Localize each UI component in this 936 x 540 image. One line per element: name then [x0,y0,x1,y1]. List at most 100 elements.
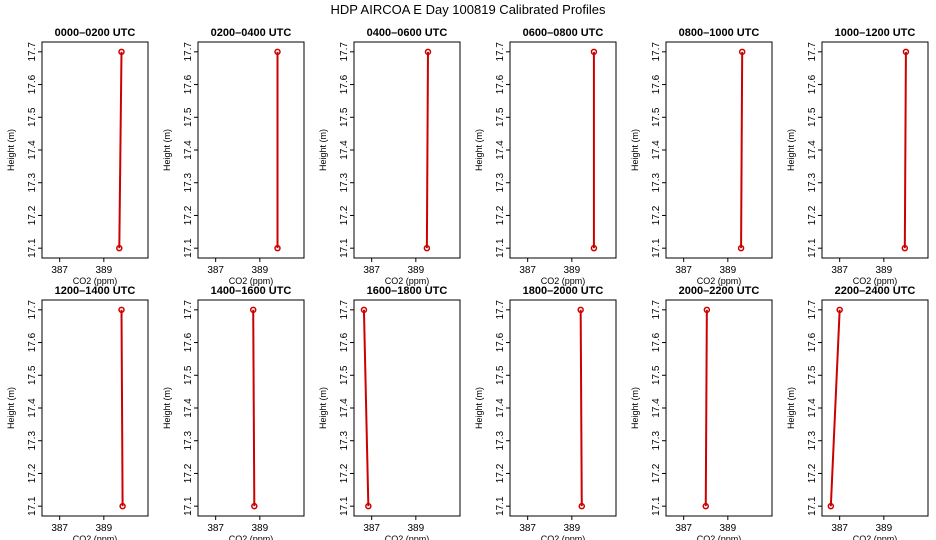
y-tick-label: 17.5 [495,365,506,385]
x-axis-label: CO2 (ppm) [229,276,274,286]
y-tick-label: 17.7 [183,42,194,62]
profile-point [251,502,258,510]
x-tick-label: 387 [831,265,848,276]
panel: 0600–0800 UTC 17.1 17.2 17.3 17.4 17.5 17.6 17.… [474,27,617,286]
x-axis-label: CO2 (ppm) [697,276,742,286]
profile-point [249,306,257,314]
x-axis-label: CO2 (ppm) [385,276,430,286]
panel: 1800–2000 UTC 17.1 17.2 17.3 17.4 17.5 17.6 17.… [474,285,617,540]
profile-point [118,306,125,314]
y-tick-label: 17.5 [27,107,38,127]
x-tick-label: 389 [719,523,736,534]
y-tick-label: 17.2 [339,463,350,483]
y-tick-label: 17.6 [27,332,38,352]
y-tick-label: 17.1 [807,496,818,516]
y-tick-label: 17.5 [183,365,194,385]
panel-title: 1800–2000 UTC [523,285,604,297]
y-tick-label: 17.7 [495,300,506,320]
x-tick-label: 387 [831,523,848,534]
y-tick-label: 17.2 [183,463,194,483]
profile-point [116,244,123,252]
y-tick-label: 17.1 [807,238,818,258]
y-axis-label: Height (m) [6,129,16,171]
y-axis-label: Height (m) [630,387,640,429]
x-tick-label: 387 [207,265,224,276]
y-tick-label: 17.7 [27,300,38,320]
profile-point [360,306,368,314]
y-tick-label: 17.4 [495,140,506,160]
x-axis-label: CO2 (ppm) [229,534,274,540]
profile-point [738,48,746,56]
profile-point [836,306,843,314]
panel-title: 0600–0800 UTC [523,27,604,39]
x-axis-label: CO2 (ppm) [73,534,118,540]
y-tick-label: 17.6 [807,332,818,352]
y-tick-label: 17.2 [651,205,662,225]
x-tick-label: 389 [95,265,112,276]
y-tick-label: 17.3 [495,431,506,451]
panel: 0200–0400 UTC 17.1 17.2 17.3 17.4 17.5 17.6 17.… [162,27,305,286]
y-tick-label: 17.7 [651,42,662,62]
x-tick-label: 389 [407,265,424,276]
x-tick-label: 387 [675,265,692,276]
y-tick-label: 17.3 [807,173,818,193]
y-tick-label: 17.2 [651,463,662,483]
x-tick-label: 387 [207,523,224,534]
x-axis-label: CO2 (ppm) [385,534,430,540]
y-tick-label: 17.3 [807,431,818,451]
y-axis-label: Height (m) [318,387,328,429]
x-tick-label: 387 [363,265,380,276]
y-axis-label: Height (m) [786,129,796,171]
y-tick-label: 17.1 [495,238,506,258]
profile-point [590,244,598,252]
x-tick-label: 387 [51,523,68,534]
y-tick-label: 17.5 [651,107,662,127]
x-axis-label: CO2 (ppm) [541,534,586,540]
y-tick-label: 17.7 [495,42,506,62]
x-tick-label: 387 [51,265,68,276]
y-tick-label: 17.4 [27,140,38,160]
panel-title: 1400–1600 UTC [211,285,292,297]
y-tick-label: 17.3 [495,173,506,193]
x-axis-label: CO2 (ppm) [853,276,898,286]
profile-point [118,48,125,56]
x-tick-label: 389 [875,523,892,534]
profile-line [903,51,907,249]
y-axis-label: Height (m) [474,387,484,429]
y-tick-label: 17.1 [495,496,506,516]
y-tick-label: 17.5 [27,365,38,385]
profile-line [118,51,123,249]
y-tick-label: 17.2 [495,463,506,483]
y-tick-label: 17.2 [807,463,818,483]
y-tick-label: 17.5 [807,107,818,127]
chart-title: HDP AIRCOA E Day 100819 Calibrated Profi… [330,2,606,17]
y-axis-label: Height (m) [162,387,172,429]
profile-point [901,244,909,252]
y-tick-label: 17.1 [339,238,350,258]
profile-line [362,309,370,507]
profile-point [365,502,372,510]
panel-title: 1000–1200 UTC [835,27,916,39]
y-tick-label: 17.5 [651,365,662,385]
profile-point [590,48,598,56]
y-tick-label: 17.4 [27,398,38,418]
x-tick-label: 389 [251,523,268,534]
y-tick-label: 17.4 [495,398,506,418]
plot-frame [509,41,617,259]
y-tick-label: 17.1 [651,238,662,258]
panel-title: 0800–1000 UTC [679,27,760,39]
y-tick-label: 17.7 [339,42,350,62]
y-tick-label: 17.2 [807,205,818,225]
panel: 1200–1400 UTC 17.1 17.2 17.3 17.4 17.5 17.6 17.… [6,285,149,540]
panel-title: 1600–1800 UTC [367,285,448,297]
y-tick-label: 17.6 [807,74,818,94]
y-tick-label: 17.5 [183,107,194,127]
y-tick-label: 17.4 [183,398,194,418]
y-tick-label: 17.3 [183,173,194,193]
profile-point [827,502,835,510]
y-tick-label: 17.2 [183,205,194,225]
y-tick-label: 17.1 [183,238,194,258]
y-tick-label: 17.3 [339,173,350,193]
